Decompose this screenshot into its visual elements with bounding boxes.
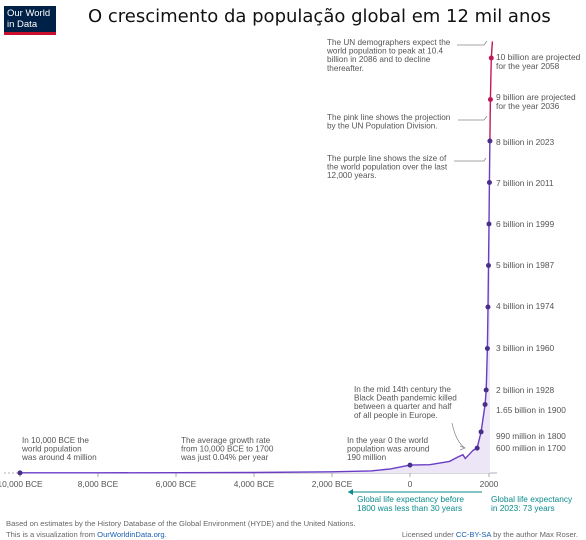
milestone-point-6 — [484, 346, 490, 351]
milestone-label-8: 5 billion in 1987 — [496, 260, 555, 270]
logo-line-2: in Data — [7, 19, 38, 30]
milestone-label-11: 8 billion in 2023 — [496, 137, 555, 147]
annotation-3-line-3: of all people in Europe. — [354, 411, 438, 420]
milestone-label-5: 2 billion in 1928 — [496, 385, 555, 395]
annotation-2-line-0: The purple line shows the size of — [327, 154, 447, 163]
annotation-1-line-0: The pink line shows the projection — [327, 113, 451, 122]
black-death-arrowhead — [459, 445, 466, 451]
milestone-point-5 — [483, 387, 489, 393]
annotation-6-line-2: 190 million — [347, 453, 387, 462]
annotation-2-line-1: the world population over the last — [327, 163, 448, 172]
annotation-6-line-1: population was around — [347, 445, 430, 454]
chart-title: O crescimento da população global em 12 … — [88, 6, 551, 27]
life-expectancy-1-line-1: in 2023: 73 years — [491, 503, 555, 513]
milestone-point-3 — [478, 429, 484, 435]
logo-line-1: Our World — [7, 8, 51, 19]
life-expectancy-arrowhead — [348, 489, 353, 495]
historical-population-line — [20, 140, 491, 474]
annotation-5-line-1: from 10,000 BCE to 1700 — [181, 445, 274, 454]
milestone-label-10: 7 billion in 2011 — [496, 178, 554, 188]
annotation-0-line-2: billion in 2086 and to decline — [327, 55, 431, 64]
milestone-point-2 — [474, 445, 480, 451]
annotation-5-line-0: The average growth rate — [181, 436, 271, 445]
leader-line-0 — [457, 40, 488, 46]
license-link[interactable]: CC-BY-SA — [455, 530, 492, 539]
license-suffix: by the author Max Roser. — [491, 530, 578, 539]
source-note: Based on estimates by the History Databa… — [6, 519, 356, 528]
annotation-2-line-2: 12,000 years. — [327, 171, 377, 180]
milestone-label-12: 9 billion are projected — [496, 92, 576, 102]
x-axis: 10,000 BCE 8,000 BCE 6,000 BCE 4,000 BCE 2,0… — [0, 472, 499, 489]
milestone-label-4: 1.65 billion in 1900 — [496, 405, 566, 415]
visualization-note: This is a visualization from OurWorldinD… — [6, 530, 167, 539]
x-tick-label-6: 2000 — [480, 479, 499, 489]
milestone-label-12-line2: for the year 2036 — [496, 101, 560, 111]
annotation-0-line-3: thereafter. — [327, 64, 364, 73]
life-expectancy-0-line-0: Global life expectancy before — [357, 494, 464, 504]
leader-lines — [451, 40, 488, 451]
x-tick-label-3: 4,000 BCE — [234, 479, 275, 489]
milestone-point-9 — [486, 221, 492, 227]
annotation-3-line-1: Black Death pandemic killed — [354, 394, 457, 403]
x-tick-label-4: 2,000 BCE — [312, 479, 353, 489]
milestone-label-7: 4 billion in 1974 — [496, 301, 555, 311]
x-tick-label-2: 6,000 BCE — [156, 479, 197, 489]
license-note: Licensed under CC-BY-SA by the author Ma… — [402, 530, 578, 539]
milestone-point-8 — [485, 263, 491, 268]
milestone-label-3: 990 million in 1800 — [496, 431, 566, 441]
annotation-0-line-1: world population to peak at 10.4 — [326, 47, 444, 56]
population-area — [20, 141, 490, 473]
milestone-labels: 600 million in 1700 990 million in 1800 1.… — [496, 52, 581, 453]
visualization-suffix: . — [164, 530, 167, 539]
milestone-point-0 — [17, 470, 23, 476]
milestone-label-9: 6 billion in 1999 — [496, 219, 555, 229]
projected-population-line — [489, 41, 494, 142]
owid-logo: Our World in Data — [4, 6, 56, 35]
license-prefix: Licensed under — [401, 530, 456, 539]
population-area-fill — [20, 141, 490, 473]
life-expectancy-1-line-0: Global life expectancy — [491, 494, 573, 504]
owid-link[interactable]: OurWorldinData.org — [97, 530, 165, 539]
annotation-3-line-2: between a quarter and half — [354, 402, 452, 411]
black-death-leader — [451, 422, 466, 449]
milestone-point-12 — [487, 97, 493, 102]
annotation-4-line-0: In 10,000 BCE the — [22, 436, 89, 445]
milestone-point-11 — [487, 138, 493, 144]
x-tick-label-0: 10,000 BCE — [0, 479, 43, 489]
milestone-point-13 — [488, 55, 494, 61]
annotation-0-line-0: The UN demographers expect the — [327, 38, 451, 47]
annotation-5-line-2: was just 0.04% per year — [180, 453, 269, 462]
milestone-point-1 — [407, 462, 413, 468]
visualization-prefix: This is a visualization from — [6, 530, 98, 539]
leader-line-2 — [454, 157, 487, 162]
annotation-6-line-0: In the year 0 the world — [347, 436, 428, 445]
annotation-4-line-1: world population — [21, 445, 82, 454]
milestone-point-10 — [486, 180, 492, 185]
milestone-points — [17, 55, 494, 476]
milestone-label-13-line2: for the year 2058 — [496, 61, 560, 71]
life-expectancy-0-line-1: 1800 was less than 30 years — [357, 503, 462, 513]
milestone-point-7 — [485, 304, 491, 310]
milestone-point-4 — [482, 402, 488, 408]
annotation-4-line-2: was around 4 million — [21, 453, 97, 462]
x-tick-label-5: 0 — [408, 479, 413, 489]
milestone-label-2: 600 million in 1700 — [496, 443, 566, 453]
annotation-3-line-0: In the mid 14th century the — [354, 385, 451, 394]
milestone-label-6: 3 billion in 1960 — [496, 343, 555, 353]
x-tick-label-1: 8,000 BCE — [78, 479, 119, 489]
annotation-1-line-1: by the UN Population Division. — [327, 122, 438, 131]
milestone-label-13: 10 billion are projected — [496, 52, 581, 62]
leader-line-1 — [458, 115, 488, 121]
